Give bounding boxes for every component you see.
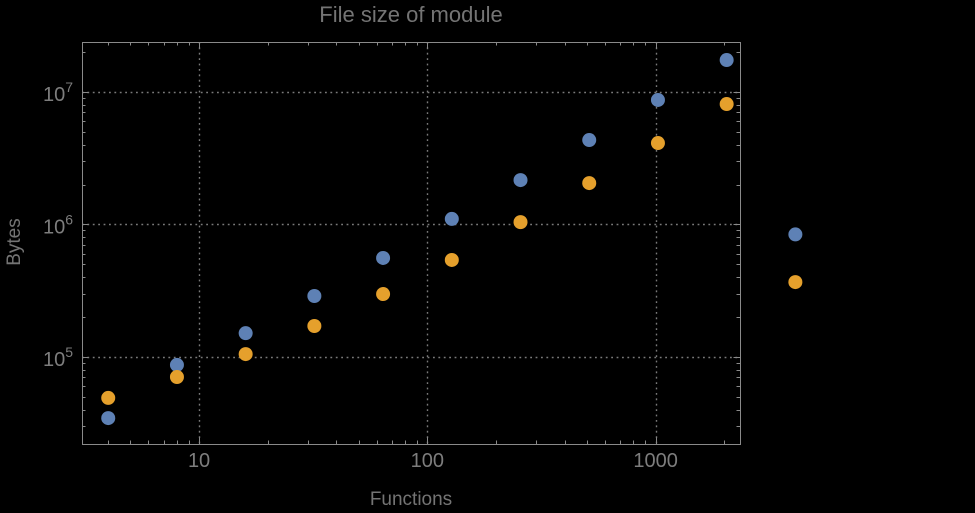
data-point-series-1-blue	[788, 227, 803, 242]
data-point-series-2-orange	[444, 252, 459, 267]
data-point-series-2-orange	[307, 319, 322, 334]
data-point-series-2-orange	[788, 275, 803, 290]
chart-title: File size of module	[319, 2, 503, 27]
data-point-series-1-blue	[307, 289, 322, 304]
data-point-series-2-orange	[101, 390, 116, 405]
data-point-series-1-blue	[238, 326, 253, 341]
y-axis-label: Bytes	[4, 218, 25, 266]
y-tick-label: 107	[43, 79, 73, 106]
data-point-series-2-orange	[238, 347, 253, 362]
x-axis-label: Functions	[369, 489, 453, 510]
data-point-series-1-blue	[101, 411, 116, 426]
data-point-series-1-blue	[582, 133, 597, 148]
data-point-series-1-blue	[376, 250, 391, 265]
data-point-series-2-orange	[513, 215, 528, 230]
y-tick-label: 106	[43, 211, 73, 238]
data-point-series-2-orange	[376, 287, 391, 302]
data-point-series-1-blue	[650, 92, 665, 107]
plot-frame	[82, 42, 741, 445]
x-tick-label: 10	[188, 450, 210, 472]
x-tick-label: 100	[411, 450, 444, 472]
data-point-series-1-blue	[169, 357, 184, 372]
y-tick-label: 105	[43, 344, 73, 371]
data-point-series-1-blue	[444, 211, 459, 226]
data-point-series-2-orange	[582, 176, 597, 191]
data-point-series-2-orange	[650, 136, 665, 151]
data-point-series-1-blue	[513, 173, 528, 188]
x-tick-label: 1000	[633, 450, 678, 472]
data-point-series-1-blue	[719, 53, 734, 68]
data-point-series-2-orange	[719, 97, 734, 112]
data-point-series-2-orange	[169, 369, 184, 384]
